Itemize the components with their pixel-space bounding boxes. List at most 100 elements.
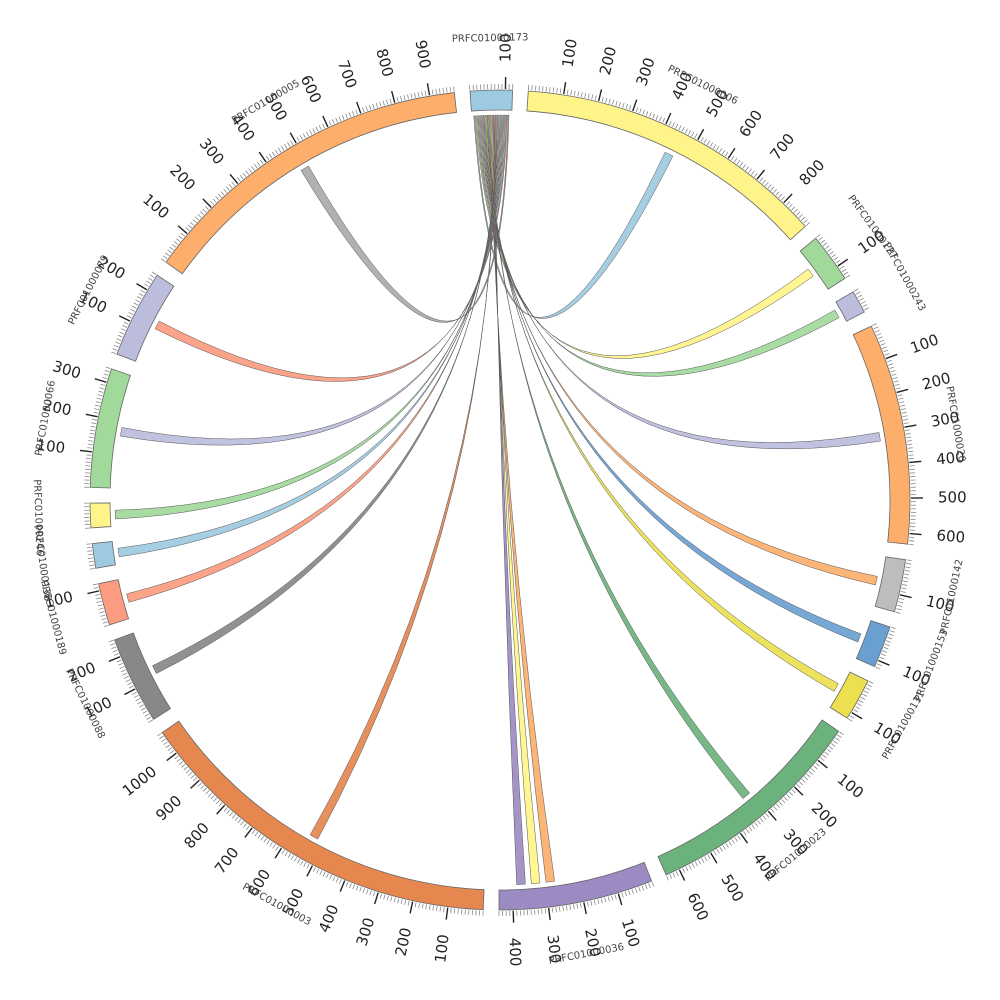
link-prfc01000066-16	[120, 114, 506, 446]
tick-label: 400	[935, 448, 965, 469]
major-tick	[710, 852, 718, 864]
major-tick	[274, 847, 283, 859]
link-prfc01000138-14	[117, 114, 502, 558]
major-tick	[817, 759, 828, 769]
minor-tick-path	[469, 84, 514, 91]
major-tick	[87, 590, 100, 595]
tick-label: 600	[735, 107, 766, 141]
major-tick	[548, 908, 551, 921]
minor-tick-path	[86, 543, 95, 570]
tick-label: 200	[596, 45, 620, 77]
tick-label: 200	[581, 927, 604, 959]
major-tick	[108, 656, 121, 662]
major-tick	[79, 449, 92, 453]
major-tick	[756, 169, 766, 180]
major-tick	[85, 413, 98, 418]
link-prfc01000142-4	[481, 115, 878, 586]
tick-label: 200	[808, 799, 841, 832]
major-tick	[909, 460, 922, 464]
tick-label: 800	[796, 156, 829, 189]
major-tick	[885, 353, 898, 360]
major-tick	[697, 128, 705, 141]
major-tick	[632, 99, 638, 112]
segment-band	[161, 720, 485, 911]
major-tick	[563, 82, 567, 95]
segment-band	[114, 632, 172, 720]
segment-band	[852, 325, 911, 545]
minor-ticks	[86, 543, 95, 570]
major-tick	[665, 112, 672, 125]
tick-label: 900	[412, 39, 435, 70]
segment-name-label: PRFC01000005	[230, 78, 302, 126]
tick-label: 100	[496, 33, 514, 62]
major-tick	[374, 892, 379, 905]
major-tick	[896, 388, 909, 394]
major-tick	[356, 101, 362, 114]
tick-label: 100	[834, 770, 868, 802]
segment-band	[799, 237, 846, 290]
link-prfc01000189-13	[126, 114, 500, 603]
segment-band	[91, 541, 116, 569]
major-tick	[678, 869, 686, 881]
links-layer	[114, 114, 881, 885]
segment-band	[855, 620, 891, 668]
major-tick	[837, 258, 849, 267]
major-tick	[409, 901, 414, 914]
segment-name-label: PRFC01000003	[240, 882, 312, 929]
major-tick	[783, 193, 793, 204]
major-tick	[124, 688, 136, 696]
major-tick	[216, 804, 226, 815]
major-tick	[202, 198, 212, 208]
tick-label: 200	[166, 161, 199, 194]
tick-label: 300	[633, 55, 659, 88]
minor-tick-path	[872, 323, 916, 546]
tick-label: 800	[180, 819, 213, 852]
segment-name-label: PRFC01000246	[31, 479, 45, 556]
major-tick	[118, 315, 131, 322]
segment-name-label: PRFC01000079	[67, 254, 112, 327]
link-prfc01000006-0	[473, 115, 674, 319]
segment-band	[526, 90, 806, 241]
tick-label: 700	[766, 130, 798, 164]
major-tick	[617, 893, 623, 906]
segment-name-label: PRFC01000243	[881, 241, 928, 313]
segment-band	[874, 556, 907, 613]
minor-ticks	[469, 84, 514, 91]
major-tick	[136, 282, 148, 291]
link-prfc01000005-18	[300, 114, 510, 323]
tick-label: 100	[139, 190, 172, 222]
tick-label: 600	[297, 72, 325, 106]
tick-label: 300	[543, 934, 564, 965]
minor-ticks	[84, 366, 111, 488]
segment-prfc01000246: PRFC01000246	[31, 479, 112, 556]
tick-label: 100	[908, 330, 941, 357]
link-prfc01000246-15	[114, 114, 504, 520]
tick-label: 100	[559, 38, 581, 69]
major-tick	[258, 151, 267, 163]
tick-label: 400	[506, 937, 525, 966]
major-tick	[190, 779, 200, 789]
segment-band	[498, 861, 653, 911]
tick-label: 600	[936, 526, 966, 546]
major-tick	[229, 173, 239, 185]
major-tick	[289, 132, 297, 144]
major-tick	[583, 902, 587, 915]
major-tick	[727, 147, 736, 159]
tick-label: 200	[392, 926, 416, 958]
major-tick	[339, 880, 346, 892]
tick-label: 700	[211, 844, 243, 878]
tick-label: 300	[929, 408, 960, 431]
major-tick	[767, 810, 777, 821]
minor-ticks	[853, 288, 870, 311]
segment-band	[835, 291, 865, 322]
minor-tick-path	[84, 502, 90, 529]
tick-label: 700	[334, 58, 361, 91]
